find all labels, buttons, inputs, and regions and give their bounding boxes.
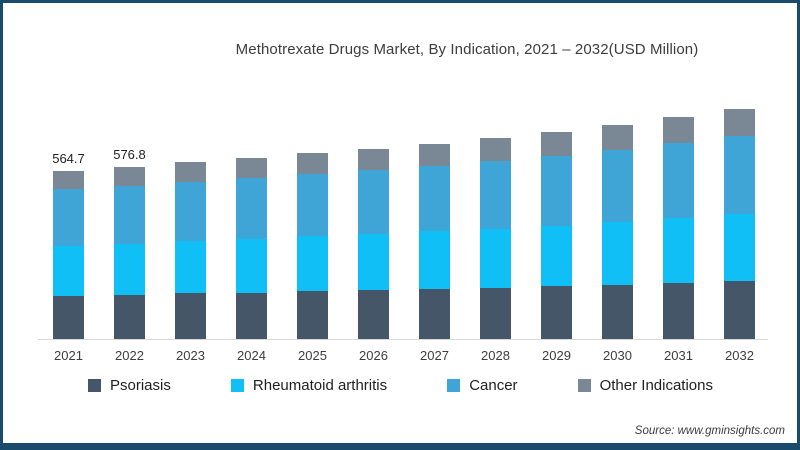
x-axis-label-2026: 2026 [359,348,388,363]
segment-cancer-2026 [358,169,389,234]
x-axis-label-2025: 2025 [298,348,327,363]
segment-psoriasis-2025 [297,291,328,339]
legend-label-psoriasis: Psoriasis [110,376,171,394]
segment-psoriasis-2026 [358,290,389,339]
psoriasis-swatch-icon [88,378,101,392]
segment-rheumatoid-arthritis-2030 [602,222,633,285]
x-axis-label-2032: 2032 [725,348,754,363]
other-indications-swatch-icon [577,378,591,392]
segment-psoriasis-2029 [541,286,572,339]
segment-other-indications-2030 [602,125,633,150]
x-axis-label-2029: 2029 [542,348,571,363]
segment-other-indications-2021 [53,170,84,189]
segment-psoriasis-2028 [480,287,511,339]
segment-rheumatoid-arthritis-2022 [114,243,145,295]
legend-label-cancer: Cancer [469,376,518,394]
cancer-swatch-icon [447,378,461,392]
x-axis-label-2024: 2024 [237,348,266,363]
segment-other-indications-2027 [419,143,450,166]
chart-title: Methotrexate Drugs Market, By Indication… [235,41,699,58]
segment-rheumatoid-arthritis-2031 [663,218,694,283]
x-axis-label-2031: 2031 [664,348,693,363]
segment-cancer-2021 [53,188,84,246]
segment-cancer-2029 [541,155,572,226]
legend-item-cancer: Cancer [447,376,518,394]
segment-rheumatoid-arthritis-2021 [53,245,84,296]
segment-rheumatoid-arthritis-2028 [480,228,511,288]
segment-other-indications-2029 [541,131,572,156]
segment-cancer-2027 [419,165,450,232]
segment-other-indications-2026 [358,148,389,170]
segment-rheumatoid-arthritis-2027 [419,231,450,289]
segment-cancer-2025 [297,173,328,237]
segment-psoriasis-2032 [724,280,755,339]
source-credit: Source: www.gminsights.com [634,425,785,437]
segment-cancer-2028 [480,161,511,229]
segment-rheumatoid-arthritis-2026 [358,233,389,291]
segment-rheumatoid-arthritis-2029 [541,225,572,287]
x-axis-label-2021: 2021 [54,348,83,363]
segment-cancer-2032 [724,135,755,214]
bar-value-label-2022: 576.8 [113,147,146,163]
segment-cancer-2031 [663,142,694,219]
segment-psoriasis-2031 [663,282,694,339]
segment-cancer-2024 [236,178,267,239]
segment-cancer-2030 [602,149,633,223]
segment-other-indications-2024 [236,158,267,179]
segment-other-indications-2028 [480,138,511,162]
segment-rheumatoid-arthritis-2023 [175,241,206,294]
x-axis-label-2027: 2027 [420,348,449,363]
rheumatoid-arthritis-swatch-icon [230,378,244,392]
segment-rheumatoid-arthritis-2025 [297,236,328,292]
x-axis-label-2022: 2022 [115,348,144,363]
x-axis-label-2030: 2030 [603,348,632,363]
segment-psoriasis-2022 [114,294,145,339]
segment-other-indications-2025 [297,153,328,174]
x-axis-label-2028: 2028 [481,348,510,363]
legend-label-other-indications: Other Indications [599,376,713,394]
legend-item-other-indications: Other Indications [577,376,713,394]
segment-psoriasis-2024 [236,292,267,339]
segment-psoriasis-2027 [419,289,450,339]
segment-psoriasis-2021 [53,295,84,339]
bar-value-label-2021: 564.7 [52,150,85,166]
legend-label-rheumatoid-arthritis: Rheumatoid arthritis [252,376,388,394]
segment-psoriasis-2023 [175,293,206,339]
x-axis-label-2023: 2023 [176,348,205,363]
segment-psoriasis-2030 [602,284,633,339]
segment-other-indications-2022 [114,167,145,186]
segment-other-indications-2023 [175,162,206,182]
legend: Psoriasis Rheumatoid arthritis Cancer Ot… [88,375,713,395]
legend-item-rheumatoid-arthritis: Rheumatoid arthritis [230,376,388,394]
legend-item-psoriasis: Psoriasis [88,377,171,394]
plot-area: 564.7 2021 576.8 2022 2023 2024 2025 2026 2027 20… [38,103,768,363]
segment-cancer-2022 [114,186,145,244]
segment-rheumatoid-arthritis-2032 [724,213,755,281]
segment-cancer-2023 [175,181,206,242]
segment-other-indications-2031 [663,116,694,143]
segment-other-indications-2032 [724,108,755,136]
segment-rheumatoid-arthritis-2024 [236,238,267,293]
